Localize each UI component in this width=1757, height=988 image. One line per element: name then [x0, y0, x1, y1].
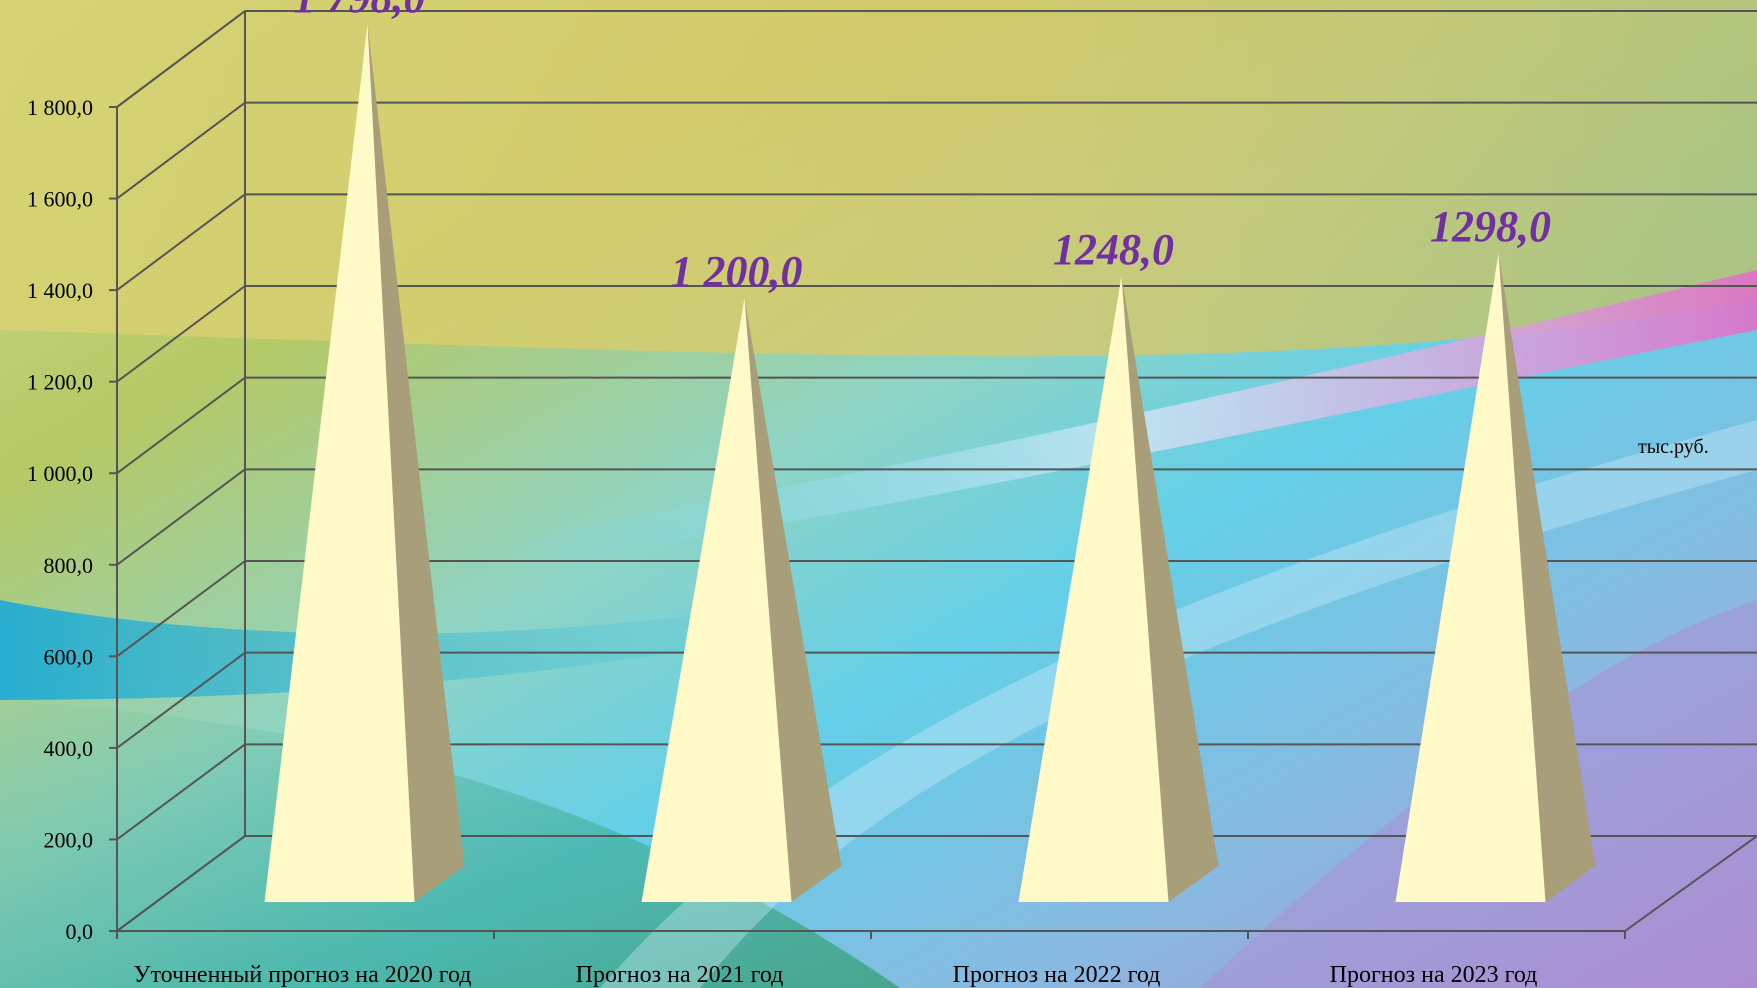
gridline-side [116, 376, 246, 475]
category-label: Уточненный прогноз на 2020 год [133, 962, 471, 988]
y-tick-label: 1 000,0 [27, 461, 93, 486]
gridline-side [116, 743, 246, 841]
pyramid-side-face [744, 298, 842, 902]
pyramid-bar [1018, 276, 1219, 902]
pyramid-bar [641, 298, 842, 902]
y-tick-label: 1 400,0 [27, 278, 93, 303]
pyramid-front-face [1018, 276, 1169, 902]
pyramid-side-face [1498, 253, 1596, 903]
gridline-side [116, 193, 246, 291]
y-tick-label: 1 600,0 [27, 187, 93, 212]
y-tick-label: 400,0 [44, 736, 94, 761]
y-tick-label: 600,0 [44, 644, 94, 669]
x-axis-category-labels: Уточненный прогноз на 2020 год Прогноз на… [133, 962, 1537, 988]
y-axis-tick-labels: 0,0 200,0 400,0 600,0 800,0 1 000,0 1 200,0 1 4… [27, 95, 93, 944]
gridline-side [116, 10, 246, 108]
y-tick-label: 0,0 [66, 919, 94, 944]
pyramid-front-face [264, 23, 415, 902]
pyramid-bars [264, 23, 1596, 903]
axes [109, 11, 1757, 939]
data-labels: 1 798,0 1 200,0 1248,0 1298,0 [294, 0, 1552, 296]
pyramid-bar [1395, 253, 1596, 903]
gridline-side [116, 101, 246, 200]
data-label: 1248,0 [1053, 225, 1174, 274]
pyramid-side-face [367, 23, 465, 902]
pyramid-side-face [1121, 276, 1219, 902]
pyramid-front-face [641, 298, 792, 902]
data-label: 1 200,0 [671, 247, 803, 296]
gridline-side [116, 651, 246, 749]
category-label: Прогноз на 2023 год [1330, 962, 1538, 988]
category-label: Прогноз на 2022 год [953, 962, 1161, 988]
y-tick-label: 200,0 [44, 827, 94, 852]
chart-floor [113, 835, 1757, 932]
y-tick-label: 800,0 [44, 553, 94, 578]
gridline-side [116, 468, 246, 566]
pyramid-front-face [1395, 253, 1546, 903]
gridline-side [116, 285, 246, 383]
unit-label: тыс.руб. [1638, 436, 1709, 458]
gridline-side [116, 560, 246, 658]
pyramid-bar [264, 23, 465, 902]
data-label: 1298,0 [1430, 202, 1551, 251]
y-tick-label: 1 200,0 [27, 370, 93, 395]
data-label: 1 798,0 [294, 0, 426, 22]
category-label: Прогноз на 2021 год [576, 962, 784, 988]
y-tick-label: 1 800,0 [27, 95, 93, 120]
